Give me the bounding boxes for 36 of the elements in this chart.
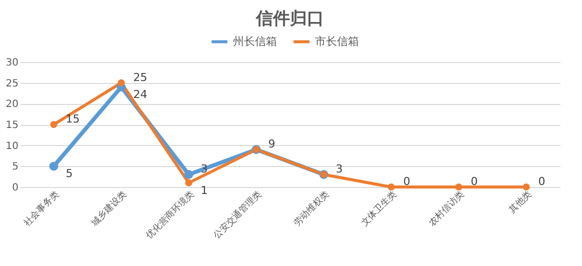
y-tick-label: 0 <box>12 182 18 194</box>
chart-title: 信件归口 <box>255 9 324 29</box>
point <box>522 183 530 191</box>
point <box>388 183 395 191</box>
x-tick-label: 其他类 <box>506 188 534 216</box>
data-label: 1 <box>200 184 208 197</box>
point <box>49 162 58 171</box>
y-tick-label: 5 <box>12 162 18 173</box>
data-label: 15 <box>66 112 80 126</box>
legend-label: 市长信箱 <box>315 34 359 48</box>
y-tick-label: 15 <box>6 120 18 131</box>
data-label: 0 <box>538 175 546 188</box>
x-tick-label: 劳动维权类 <box>292 188 332 228</box>
data-label: 0 <box>470 175 478 188</box>
data-label: 3 <box>336 162 343 176</box>
y-tick-label: 25 <box>6 78 18 90</box>
y-tick-label: 10 <box>6 140 18 152</box>
point <box>50 120 58 128</box>
data-label: 24 <box>133 88 148 101</box>
x-tick-label: 农村信访类 <box>426 188 466 228</box>
legend-label: 州长信箱 <box>233 34 277 48</box>
x-tick-label: 优化营商环境类 <box>144 188 196 242</box>
x-tick-label: 文体卫生类 <box>359 188 399 228</box>
data-label: 5 <box>66 167 73 180</box>
y-tick-label: 30 <box>6 58 18 68</box>
x-tick-label: 城乡建设类 <box>88 188 129 230</box>
data-label: 0 <box>403 175 410 188</box>
x-tick-label: 公安交通管理类 <box>211 188 264 242</box>
y-tick-label: 20 <box>6 99 18 110</box>
point <box>185 179 192 186</box>
point <box>184 170 194 179</box>
data-label: 9 <box>268 138 276 150</box>
data-label: 25 <box>133 70 148 84</box>
x-tick-label: 社会事务类 <box>22 188 62 228</box>
point <box>118 79 125 86</box>
point <box>455 183 462 191</box>
